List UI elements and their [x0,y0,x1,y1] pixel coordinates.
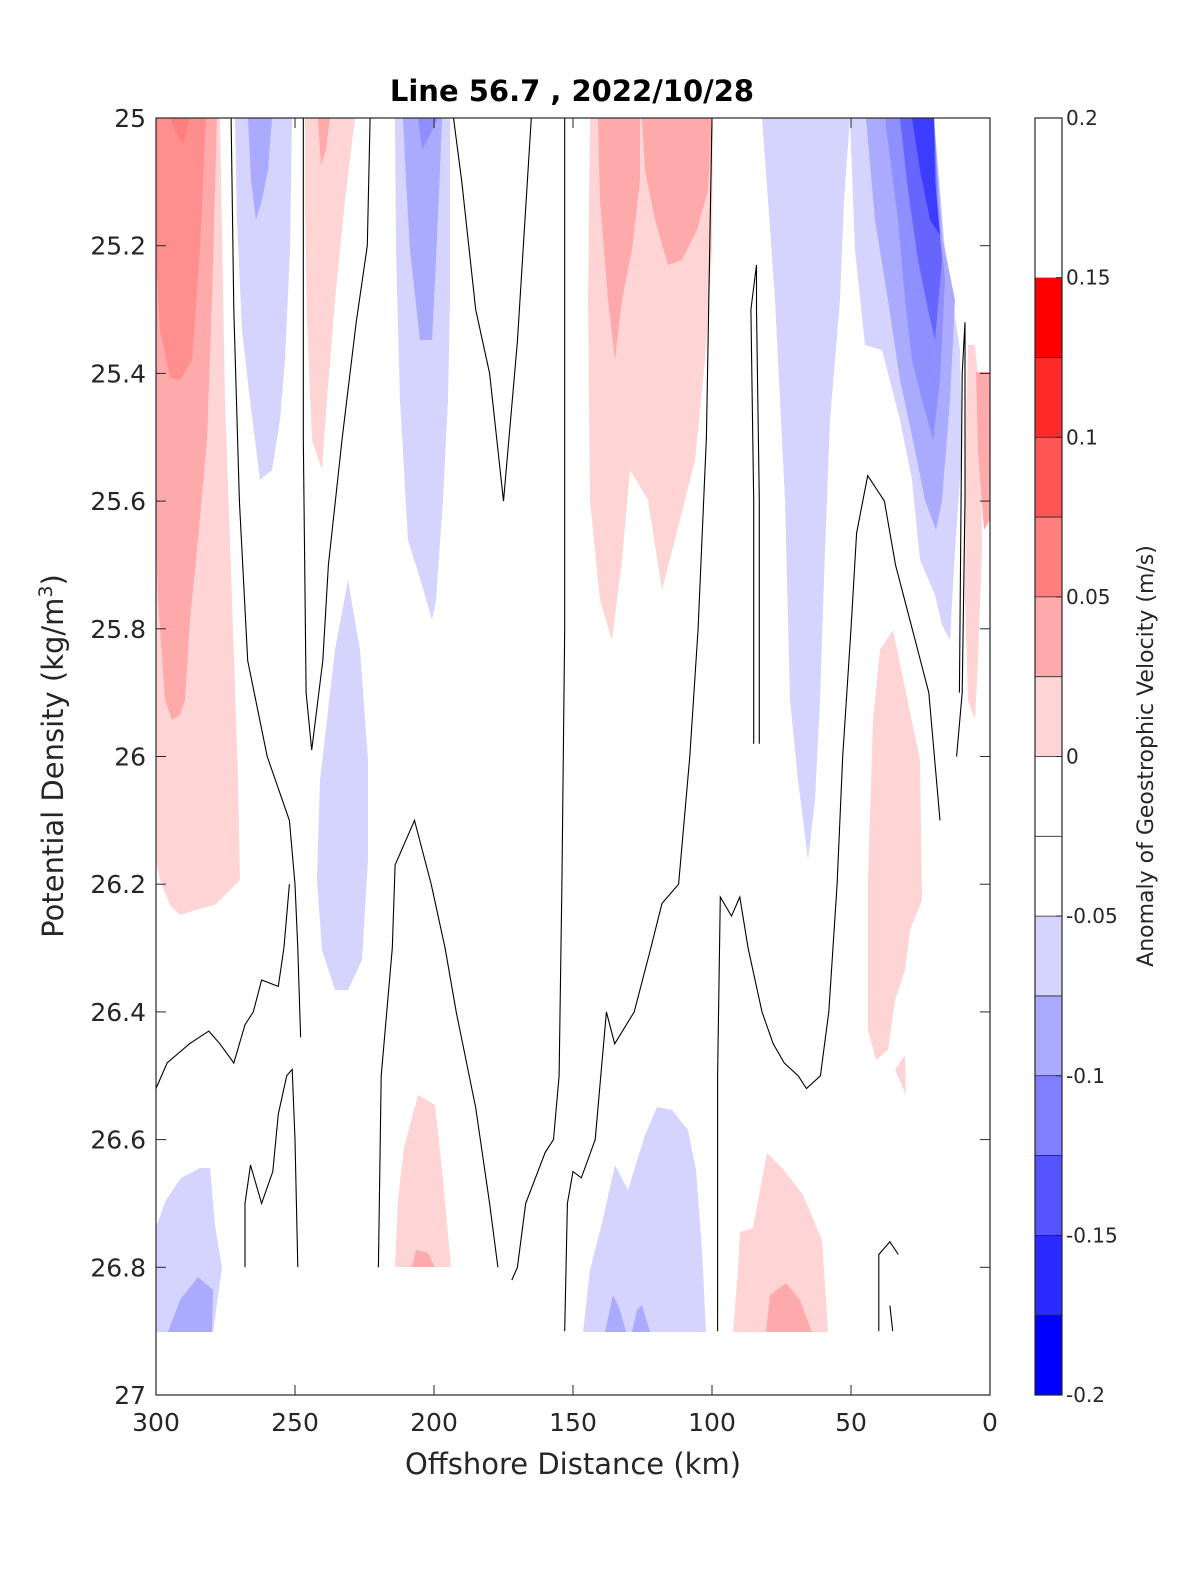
zero-contour-line [377,818,499,1268]
colorbar-level [1035,916,1062,996]
y-tick-label: 26.2 [90,870,146,899]
zero-contour-line [750,264,760,744]
colorbar-level [1035,596,1062,677]
colorbar-level [1035,1075,1062,1156]
colorbar-level [1035,995,1062,1076]
zero-contour-line [302,117,371,751]
negative-anomaly-region [605,1295,626,1332]
positive-anomaly-region [318,118,330,165]
zero-contour-line [717,474,941,1332]
zero-contour-lines [155,117,966,1332]
zero-contour-line [155,884,290,1089]
negative-anomaly-region [235,118,292,480]
colorbar-level [1035,357,1062,438]
colorbar-level [1035,836,1062,917]
colorbar-level [1035,437,1062,518]
colorbar-ticks: 0.2 0.15 0.1 0.05 0 -0.05 -0.1 -0.15 -0.2 [1056,106,1118,1407]
zero-contour-line [511,117,573,1281]
x-tick-label: 150 [549,1408,597,1437]
y-tick-label: 25 [114,104,146,133]
colorbar-level [1035,1155,1062,1236]
colorbar-tick-label: 0.1 [1066,425,1098,449]
zero-contour-line [889,1305,894,1332]
x-tick-label: 0 [982,1408,998,1437]
colorbar-tick-label: -0.15 [1066,1223,1118,1247]
y-tick-label: 25.2 [90,232,146,261]
negative-anomaly-region [762,118,850,860]
colorbar-level [1035,676,1062,757]
negative-anomaly-region [912,118,940,235]
x-tick-label: 300 [132,1408,180,1437]
negative-anomaly-region [168,1277,213,1332]
y-tick-label: 27 [114,1381,146,1410]
positive-anomaly-region [395,1095,451,1267]
y-tick-label: 26.4 [90,998,146,1027]
chart-title: Line 56.7 , 2022/10/28 [390,74,754,108]
negative-anomaly-region [583,1107,706,1332]
negative-anomaly-region [317,580,368,990]
zero-contour-line [244,1067,299,1268]
y-tick-label: 25.6 [90,487,146,516]
y-tick-label: 26 [114,743,146,772]
y-tick-label: 26.6 [90,1126,146,1155]
zero-contour-line [878,1240,899,1332]
negative-anomaly-region [403,118,442,340]
positive-anomaly-region [598,118,640,360]
x-axis-ticks: 300 250 200 150 100 50 0 [132,118,998,1437]
x-tick-label: 100 [688,1408,736,1437]
positive-anomaly-region [868,630,922,1060]
positive-anomaly-region [156,118,206,380]
positive-anomaly-region [976,372,990,530]
zero-contour-line [230,117,302,1038]
colorbar-level [1035,1315,1062,1395]
colorbar-tick-label: -0.05 [1066,904,1118,928]
colorbar-levels [1035,277,1062,1396]
zero-contour-line [564,117,713,1332]
colorbar-level [1035,756,1062,837]
colorbar-tick-label: -0.2 [1066,1383,1105,1407]
colorbar-tick-label: -0.1 [1066,1064,1105,1088]
positive-anomaly-region [170,118,190,145]
colorbar: 0.2 0.15 0.1 0.05 0 -0.05 -0.1 -0.15 -0.2 Anomal… [1034,106,1159,1407]
positive-anomaly-region [305,118,355,470]
y-tick-label: 25.4 [90,359,146,388]
positive-anomaly-region [766,1283,812,1332]
zero-contour-line [956,322,966,757]
positive-anomaly-region [733,1153,828,1332]
colorbar-tick-label: 0.15 [1066,266,1111,290]
y-tick-label: 26.8 [90,1253,146,1282]
y-tick-label: 25.8 [90,615,146,644]
y-axis-label-superscript: 3 [35,585,57,597]
negative-anomaly-region [418,118,438,150]
colorbar-level [1035,1235,1062,1316]
x-tick-label: 250 [271,1408,319,1437]
x-tick-label: 50 [835,1408,867,1437]
plot-background [156,118,990,1395]
colorbar-level [1035,517,1062,597]
negative-anomaly-region [248,118,272,220]
x-tick-label: 200 [410,1408,458,1437]
colorbar-tick-label: 0 [1066,745,1079,769]
colorbar-tick-label: 0.2 [1066,106,1098,130]
positive-anomaly-region [642,118,712,265]
colorbar-tick-label: 0.05 [1066,585,1111,609]
positive-anomaly-region [895,1055,906,1095]
y-axis-ticks: 25 25.2 25.4 25.6 25.8 26 26.2 26.4 26.6 26.8 27 [90,104,990,1410]
plot-area: 300 250 200 150 100 50 0 2525.225.425.625.8262… [90,104,998,1437]
colorbar-label: Anomaly of Geostrophic Velocity (m/s) [1134,545,1159,967]
x-axis-label: Offshore Distance (km) [405,1447,741,1481]
anomaly-fill-regions [156,118,990,1332]
negative-anomaly-region [632,1305,650,1332]
colorbar-level [1035,277,1062,358]
y-axis-label: Potential Density (kg/m3) [35,574,70,938]
positive-anomaly-region [412,1250,435,1267]
zero-contour-line [452,117,532,502]
